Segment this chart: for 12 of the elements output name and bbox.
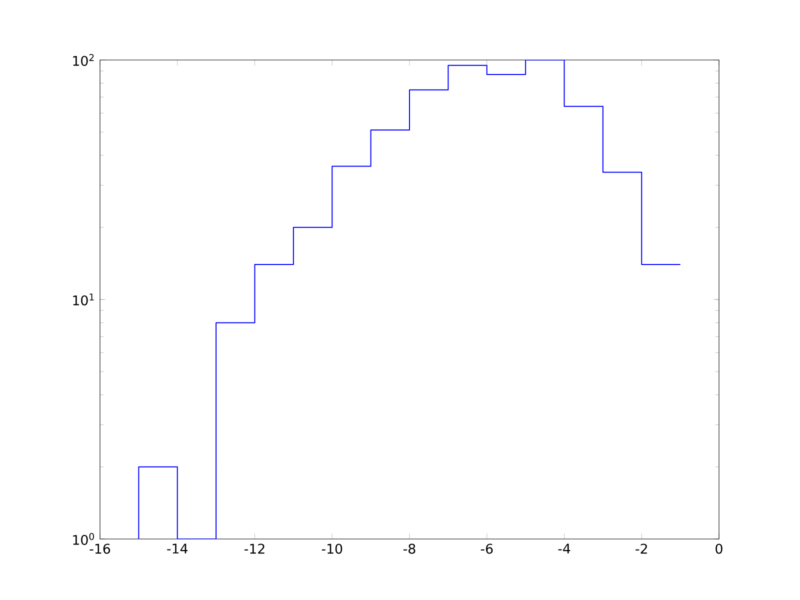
y-tick-label: 10$^{0}$ [73,533,94,545]
y-tick-label: 10$^{1}$ [73,294,94,306]
x-tick-label: -14 [167,544,188,554]
x-tick-label: -16 [90,544,110,554]
x-tick-label: 0 [716,544,722,554]
x-tick-label: -12 [244,544,264,554]
x-tick-label: -6 [480,544,493,554]
x-tick-label: -2 [636,544,647,554]
x-tick-label: -10 [322,544,342,554]
x-tick-label: -4 [558,544,570,554]
y-tick-label: 10$^{2}$ [73,54,94,66]
x-tick-label: -8 [404,544,416,554]
